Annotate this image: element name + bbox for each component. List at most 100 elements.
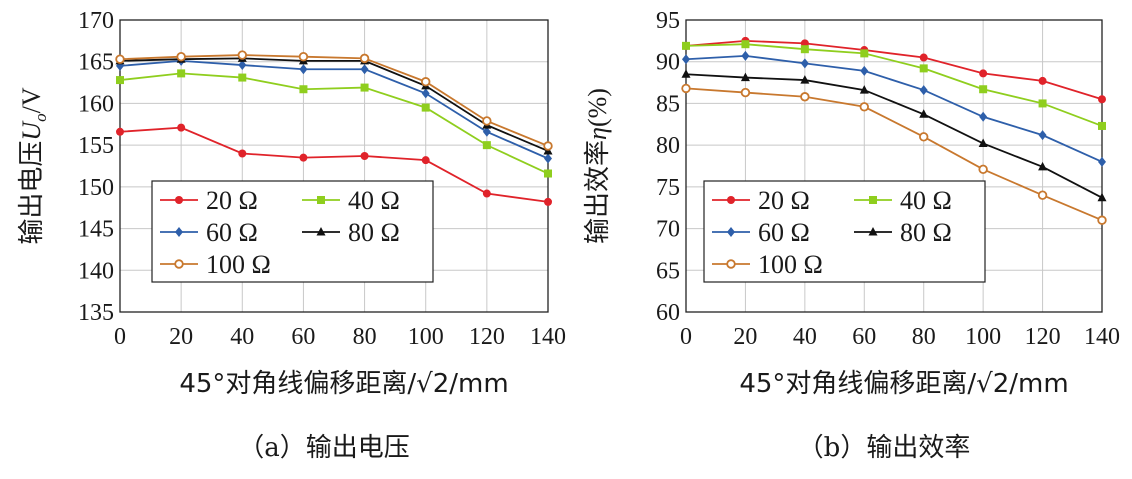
y-tick-label: 90 bbox=[656, 50, 680, 76]
legend-label: 60 Ω bbox=[206, 218, 258, 247]
y-tick-label: 65 bbox=[656, 258, 680, 284]
y-tick-label: 135 bbox=[78, 300, 114, 326]
legend-entry: 20 Ω bbox=[160, 186, 258, 215]
legend-label: 40 Ω bbox=[348, 186, 400, 215]
x-tick-label: 100 bbox=[408, 324, 444, 350]
data-point bbox=[919, 53, 928, 62]
data-point bbox=[1038, 99, 1047, 108]
x-tick-label: 80 bbox=[912, 324, 936, 350]
series-100-ohm bbox=[681, 83, 1107, 225]
data-point bbox=[238, 149, 247, 158]
data-point bbox=[1097, 192, 1107, 202]
data-point bbox=[482, 126, 491, 137]
series-line bbox=[685, 87, 1103, 222]
x-tick-label: 20 bbox=[169, 324, 193, 350]
legend-label: 20 Ω bbox=[758, 186, 810, 215]
x-axis-label: 45°对角线偏移距离/√2/mm bbox=[739, 369, 1068, 399]
data-point bbox=[482, 189, 491, 198]
x-tick-label: 140 bbox=[530, 324, 566, 350]
y-tick-label: 95 bbox=[656, 8, 680, 34]
data-point bbox=[544, 153, 552, 164]
legend-label: 100 Ω bbox=[206, 250, 271, 279]
chart-panel-b: 0 20 40 60 80 100 120 140 60 65 70 75 80 85 90 95 输出效率η(… bbox=[583, 8, 1120, 463]
legend: 20 Ω 40 Ω 60 Ω 80 Ω 100 Ω bbox=[703, 180, 986, 283]
legend-swatch-marker bbox=[175, 196, 183, 204]
data-point bbox=[299, 64, 308, 75]
series-60-ohm bbox=[682, 50, 1106, 167]
data-point bbox=[177, 69, 186, 78]
legend-entry: 80 Ω bbox=[854, 218, 952, 247]
legend-entry: 40 Ω bbox=[854, 186, 952, 215]
data-point bbox=[1098, 95, 1106, 104]
x-tick-label: 0 bbox=[114, 324, 126, 350]
y-axis-label-main: 输出效率 bbox=[583, 140, 613, 244]
series-line bbox=[119, 72, 549, 175]
data-point bbox=[238, 73, 247, 82]
data-point bbox=[860, 49, 869, 58]
panel-caption: （a）输出电压 bbox=[238, 433, 410, 463]
x-axis-label: 45°对角线偏移距离/√2/mm bbox=[179, 369, 508, 399]
y-tick-label: 165 bbox=[78, 50, 114, 76]
y-tick-label: 85 bbox=[656, 91, 680, 117]
legend-label: 100 Ω bbox=[758, 250, 823, 279]
y-axis-label-main: 输出电压 bbox=[17, 141, 47, 245]
panel-caption: （b）输出效率 bbox=[798, 433, 971, 463]
x-tick-label: 140 bbox=[1084, 324, 1120, 350]
x-tick-label: 120 bbox=[469, 324, 505, 350]
legend-swatch-marker bbox=[175, 227, 183, 237]
x-tick-label: 40 bbox=[793, 324, 817, 350]
data-point bbox=[237, 50, 247, 60]
legend-entry: 100 Ω bbox=[712, 250, 823, 279]
series-line bbox=[119, 126, 549, 203]
data-point bbox=[979, 111, 988, 122]
data-point bbox=[482, 116, 492, 126]
y-tick-label: 155 bbox=[78, 133, 114, 159]
legend-swatch-marker bbox=[316, 227, 326, 236]
series-line bbox=[685, 43, 1103, 127]
data-point bbox=[544, 169, 552, 178]
y-tick-label: 70 bbox=[656, 217, 680, 243]
data-point bbox=[919, 109, 929, 118]
series-20-ohm bbox=[116, 123, 552, 206]
data-point bbox=[800, 45, 809, 54]
data-point bbox=[741, 50, 750, 61]
data-point bbox=[978, 138, 988, 147]
data-point bbox=[681, 69, 691, 78]
x-tick-label: 20 bbox=[733, 324, 757, 350]
x-tick-label: 60 bbox=[291, 324, 315, 350]
data-point bbox=[543, 141, 553, 151]
legend-entry: 60 Ω bbox=[712, 218, 810, 247]
data-point bbox=[298, 52, 309, 62]
data-point bbox=[740, 72, 750, 82]
series-40-ohm bbox=[116, 69, 552, 178]
series-line bbox=[685, 54, 1103, 163]
data-point bbox=[299, 85, 308, 94]
y-axis-label-symbol: η bbox=[583, 127, 612, 140]
data-point bbox=[116, 76, 124, 85]
x-tick-label: 120 bbox=[1025, 324, 1061, 350]
data-point bbox=[800, 75, 810, 84]
legend-label: 80 Ω bbox=[348, 218, 400, 247]
data-point bbox=[176, 52, 186, 62]
data-point bbox=[421, 88, 430, 99]
data-point bbox=[1098, 121, 1106, 130]
y-axis-label-unit: (%) bbox=[583, 88, 612, 127]
legend-entry: 40 Ω bbox=[302, 186, 400, 215]
data-point bbox=[360, 64, 369, 75]
series-line bbox=[119, 57, 549, 152]
legend-label: 60 Ω bbox=[758, 218, 810, 247]
legend-swatch-marker bbox=[869, 196, 877, 204]
x-tick-label: 40 bbox=[230, 324, 254, 350]
data-point bbox=[238, 60, 247, 71]
series-line bbox=[685, 73, 1103, 199]
legend-label: 20 Ω bbox=[206, 186, 258, 215]
legend-entry: 60 Ω bbox=[160, 218, 258, 247]
y-tick-label: 60 bbox=[656, 300, 680, 326]
y-tick-label: 170 bbox=[78, 8, 114, 34]
legend-entry: 100 Ω bbox=[160, 250, 271, 279]
series-40-ohm bbox=[682, 40, 1106, 130]
data-point bbox=[919, 64, 928, 73]
data-point bbox=[979, 69, 988, 78]
data-point bbox=[360, 83, 369, 92]
